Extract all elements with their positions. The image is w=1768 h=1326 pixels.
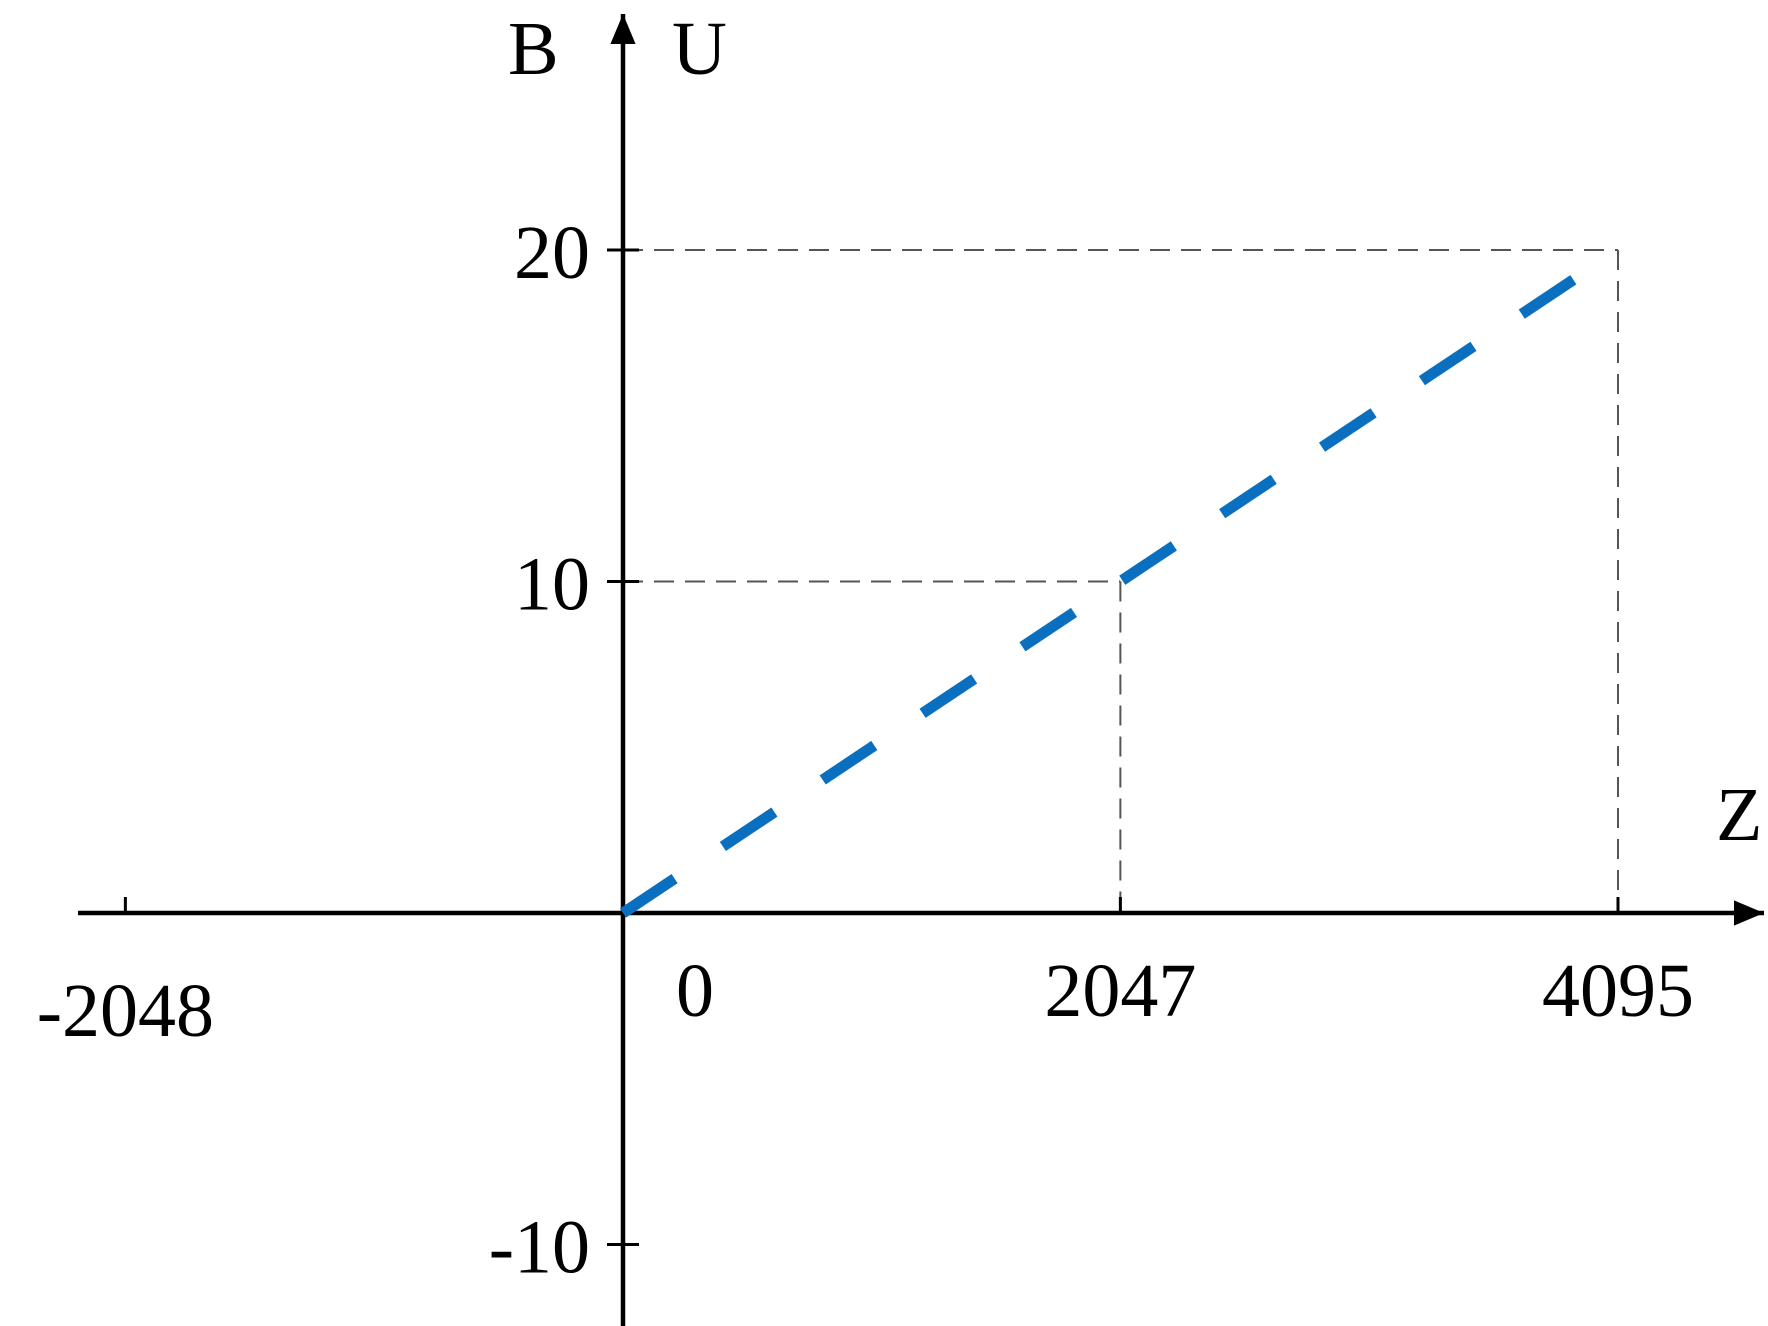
y-tick-label: -10 xyxy=(489,1206,590,1290)
y-tick-label: 20 xyxy=(514,211,590,295)
x-tick-label: 0 xyxy=(676,949,714,1033)
ticks-layer xyxy=(123,248,1620,1246)
y-axis-label-left: B xyxy=(508,7,559,91)
x-tick-label: 2047 xyxy=(1044,949,1196,1033)
y-axis-label-right: U xyxy=(672,7,727,91)
axes xyxy=(78,14,1764,1326)
labels-layer: -2048 0 2047 4095 -10 10 20 Z B U xyxy=(37,7,1763,1290)
series-line xyxy=(619,245,1622,918)
reference-lines xyxy=(623,249,1619,913)
x-tick-label: 4095 xyxy=(1542,949,1694,1033)
x-tick-label: -2048 xyxy=(37,969,214,1053)
x-axis-label: Z xyxy=(1716,773,1762,857)
series-layer xyxy=(619,245,1622,918)
y-tick-label: 10 xyxy=(514,543,590,627)
